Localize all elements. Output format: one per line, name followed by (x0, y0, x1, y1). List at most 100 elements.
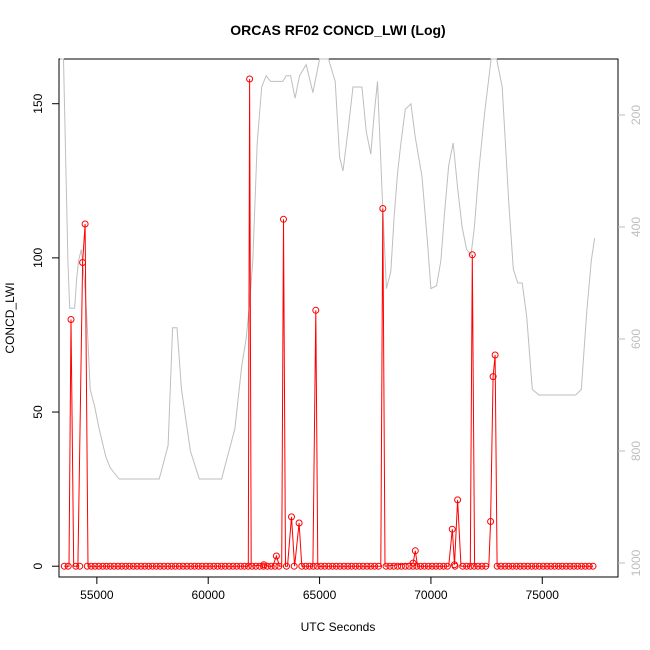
data-point (420, 562, 428, 570)
data-point (233, 562, 241, 570)
primary-series (60, 75, 597, 570)
data-point (81, 220, 89, 228)
data-point (489, 373, 497, 381)
data-point (295, 519, 303, 527)
y2-tick-label: 600 (629, 329, 643, 349)
data-point (118, 562, 126, 570)
y2-tick-label: 1000 (629, 549, 643, 576)
data-point (524, 562, 532, 570)
data-point (106, 562, 114, 570)
x-axis: 55000 60000 65000 70000 75000 (80, 577, 559, 602)
data-point (145, 562, 153, 570)
data-point (83, 562, 91, 570)
data-point (263, 562, 271, 570)
data-point (202, 562, 210, 570)
data-point (367, 562, 375, 570)
data-point (428, 562, 436, 570)
data-point (329, 562, 336, 570)
data-point (313, 562, 321, 570)
data-point (187, 562, 195, 570)
x-tick-label: 70000 (414, 588, 448, 602)
data-point (64, 562, 72, 570)
data-point (171, 562, 179, 570)
data-point (562, 562, 570, 570)
data-point (355, 562, 363, 570)
data-point (336, 562, 344, 570)
data-point (290, 562, 298, 570)
data-point (126, 562, 133, 570)
data-point (280, 215, 287, 223)
data-point (312, 306, 320, 314)
data-point (532, 562, 539, 570)
y-axis-label: CONCD_LWI (3, 282, 17, 353)
data-point (543, 562, 551, 570)
data-point (72, 562, 80, 570)
data-point (340, 562, 348, 570)
data-point (470, 562, 478, 570)
data-point (275, 562, 283, 570)
data-point (148, 562, 156, 570)
data-point (478, 562, 486, 570)
data-point (103, 562, 110, 570)
data-point (91, 562, 99, 570)
data-point (79, 259, 87, 266)
data-point (558, 562, 566, 570)
data-point (581, 562, 589, 570)
data-point (122, 562, 130, 570)
data-point (497, 562, 505, 570)
data-point (375, 562, 382, 570)
data-point (352, 562, 359, 570)
data-point (60, 562, 68, 570)
data-point (302, 562, 310, 570)
data-point (390, 562, 398, 570)
data-point (539, 562, 547, 570)
data-point (198, 562, 206, 570)
data-point (99, 562, 107, 570)
data-point (468, 251, 476, 259)
data-point (221, 562, 229, 570)
y-axis: 0 50 100 150 (31, 93, 59, 570)
data-point (432, 562, 440, 570)
data-point (260, 561, 268, 569)
data-point (194, 562, 202, 570)
data-point (344, 562, 352, 570)
data-point (248, 562, 256, 570)
data-point (512, 562, 520, 570)
plot-frame (58, 58, 619, 578)
data-point (95, 562, 103, 570)
data-point (547, 562, 555, 570)
data-point (566, 562, 574, 570)
data-point (252, 562, 260, 570)
data-point (152, 562, 160, 570)
data-point (409, 562, 417, 570)
data-point (271, 562, 279, 570)
data-point (386, 562, 394, 570)
data-point (501, 562, 509, 570)
data-point (487, 518, 495, 525)
data-point (440, 562, 448, 570)
data-point (298, 562, 306, 570)
data-point (463, 562, 471, 570)
data-point (443, 562, 451, 570)
data-point (491, 351, 499, 359)
data-point (133, 562, 141, 570)
data-point (436, 562, 444, 570)
x-tick-label: 65000 (303, 588, 337, 602)
data-point (528, 562, 536, 570)
data-point (509, 562, 516, 570)
chart-title: ORCAS RF02 CONCD_LWI (Log) (230, 22, 445, 38)
y2-tick-label: 400 (629, 217, 643, 237)
y-tick-label: 100 (31, 248, 45, 268)
data-point (459, 562, 467, 570)
data-point (256, 562, 264, 570)
data-point (332, 562, 340, 570)
data-point (379, 205, 387, 212)
data-point (505, 562, 513, 570)
data-point (417, 562, 425, 570)
data-point (474, 562, 482, 570)
primary-series-line (64, 78, 594, 567)
data-point (240, 562, 248, 570)
data-point (87, 562, 95, 570)
data-point (76, 562, 84, 570)
data-point (348, 562, 356, 570)
